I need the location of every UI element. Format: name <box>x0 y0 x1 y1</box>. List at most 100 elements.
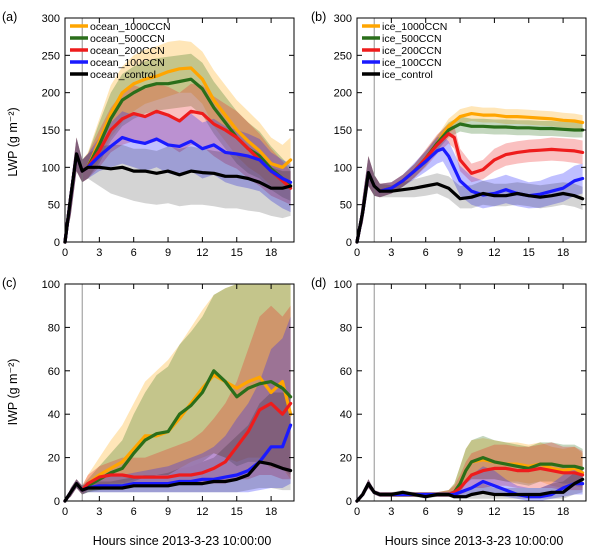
legend-label-ice_200CCN: ice_200CCN <box>382 45 442 57</box>
y-tick-label: 40 <box>48 409 60 421</box>
panel-label: (c) <box>2 276 17 290</box>
series-line-ocean_control <box>63 152 293 244</box>
x-tick-label: 9 <box>457 247 463 259</box>
x-tick-label: 0 <box>62 506 68 518</box>
x-tick-label: 18 <box>265 506 277 518</box>
x-tick-label: 15 <box>231 247 243 259</box>
panel-d: 0 3 6 9 12 15 18 0 20 40 60 80 100 (d) Hours since 2… <box>311 276 587 548</box>
plot-frame <box>64 283 295 502</box>
panel-label: (b) <box>311 10 326 24</box>
legend-label-ice_1000CCN: ice_1000CCN <box>382 21 447 33</box>
uncertainty-bands <box>357 435 583 501</box>
y-tick-label: 40 <box>340 409 352 421</box>
y-axis-label: LWP (g m⁻²) <box>6 107 20 176</box>
y-tick-label: 80 <box>48 322 60 334</box>
axis-ticks: 0 3 6 9 12 15 18 0 50 100 150 200 250 300 <box>42 13 294 259</box>
panel-a: 0 3 6 9 12 15 18 0 50 100 150 200 250 300 (a) LWP (g … <box>2 10 295 259</box>
band-ice_1000CCN <box>357 438 583 501</box>
x-tick-label: 6 <box>131 247 137 259</box>
x-tick-label: 15 <box>523 247 535 259</box>
x-tick-label: 0 <box>354 506 360 518</box>
x-tick-label: 18 <box>557 247 569 259</box>
axis-ticks: 0 3 6 9 12 15 18 0 50 100 150 200 250 300 <box>334 13 586 259</box>
y-tick-label: 50 <box>48 200 60 212</box>
y-tick-label: 0 <box>346 496 352 508</box>
y-tick-label: 150 <box>42 125 60 137</box>
band-ocean_200CCN <box>65 83 291 242</box>
legend-label-ocean_200CCN: ocean_200CCN <box>90 45 165 57</box>
y-tick-label: 80 <box>340 322 352 334</box>
y-tick-label: 200 <box>334 88 352 100</box>
band-ocean_control <box>65 137 291 242</box>
series-line-ice_control <box>355 171 585 244</box>
x-tick-label: 9 <box>165 506 171 518</box>
legend: ice_1000CCNice_500CCNice_200CCNice_100CC… <box>362 21 447 81</box>
legend-label-ice_500CCN: ice_500CCN <box>382 33 442 45</box>
y-axis-label: IWP (g m⁻²) <box>6 359 20 426</box>
y-tick-label: 50 <box>340 200 352 212</box>
y-tick-label: 20 <box>340 453 352 465</box>
legend-label-ice_control: ice_control <box>382 69 433 81</box>
x-tick-label: 18 <box>557 506 569 518</box>
x-tick-label: 15 <box>231 506 243 518</box>
y-tick-label: 300 <box>334 13 352 25</box>
x-tick-label: 12 <box>488 247 500 259</box>
x-tick-label: 6 <box>131 506 137 518</box>
y-tick-label: 0 <box>54 237 60 249</box>
legend-label-ocean_500CCN: ocean_500CCN <box>90 33 165 45</box>
x-axis-label: Hours since 2013-3-23 10:00:00 <box>93 534 272 548</box>
y-tick-label: 250 <box>334 50 352 62</box>
uncertainty-bands <box>65 284 291 501</box>
axis-ticks: 0 3 6 9 12 15 18 0 20 40 60 80 100 <box>42 279 294 518</box>
series-line-ocean_200CCN <box>63 401 293 503</box>
y-tick-label: 60 <box>340 366 352 378</box>
panel-c: 0 3 6 9 12 15 18 0 20 40 60 80 100 (c) IWP (g m⁻²) H… <box>2 276 295 548</box>
series-lines <box>355 111 585 244</box>
band-ocean_100CCN <box>65 316 291 501</box>
y-tick-label: 250 <box>42 50 60 62</box>
legend-label-ocean_control: ocean_control <box>90 69 156 81</box>
y-tick-label: 100 <box>42 162 60 174</box>
y-tick-label: 100 <box>334 162 352 174</box>
panel-label: (a) <box>2 10 17 24</box>
x-tick-label: 3 <box>96 247 102 259</box>
axis-ticks: 0 3 6 9 12 15 18 0 20 40 60 80 100 <box>334 279 586 518</box>
y-tick-label: 150 <box>334 125 352 137</box>
x-tick-label: 6 <box>423 506 429 518</box>
y-tick-label: 0 <box>346 237 352 249</box>
x-tick-label: 12 <box>196 506 208 518</box>
y-tick-label: 100 <box>334 279 352 291</box>
band-ice_500CCN <box>357 435 583 501</box>
panel-label: (d) <box>311 276 326 290</box>
series-lines <box>63 66 293 244</box>
x-tick-label: 3 <box>388 506 394 518</box>
x-axis-label: Hours since 2013-3-23 10:00:00 <box>385 534 564 548</box>
legend-label-ocean_100CCN: ocean_100CCN <box>90 57 165 69</box>
x-tick-label: 6 <box>423 247 429 259</box>
x-tick-label: 9 <box>457 506 463 518</box>
x-tick-label: 12 <box>196 247 208 259</box>
y-tick-label: 200 <box>42 88 60 100</box>
band-ice_200CCN <box>357 442 583 501</box>
band-ice_200CCN <box>357 124 583 242</box>
panel-b: 0 3 6 9 12 15 18 0 50 100 150 200 250 300 (b) ice_100… <box>311 10 587 259</box>
x-tick-label: 9 <box>165 247 171 259</box>
band-ice_control <box>357 156 583 242</box>
legend-label-ice_100CCN: ice_100CCN <box>382 57 442 69</box>
y-tick-label: 100 <box>42 279 60 291</box>
band-ocean_1000CCN <box>65 284 291 501</box>
x-tick-label: 3 <box>388 247 394 259</box>
plot-frame <box>356 283 587 502</box>
x-tick-label: 12 <box>488 506 500 518</box>
x-tick-label: 0 <box>62 247 68 259</box>
band-ocean_500CCN <box>65 284 291 501</box>
x-tick-label: 3 <box>96 506 102 518</box>
band-ice_100CCN <box>357 466 583 501</box>
series-line-ocean_control <box>63 460 293 503</box>
y-tick-label: 20 <box>48 453 60 465</box>
y-tick-label: 300 <box>42 13 60 25</box>
band-ocean_1000CCN <box>65 40 291 243</box>
x-tick-label: 0 <box>354 247 360 259</box>
y-tick-label: 0 <box>54 496 60 508</box>
